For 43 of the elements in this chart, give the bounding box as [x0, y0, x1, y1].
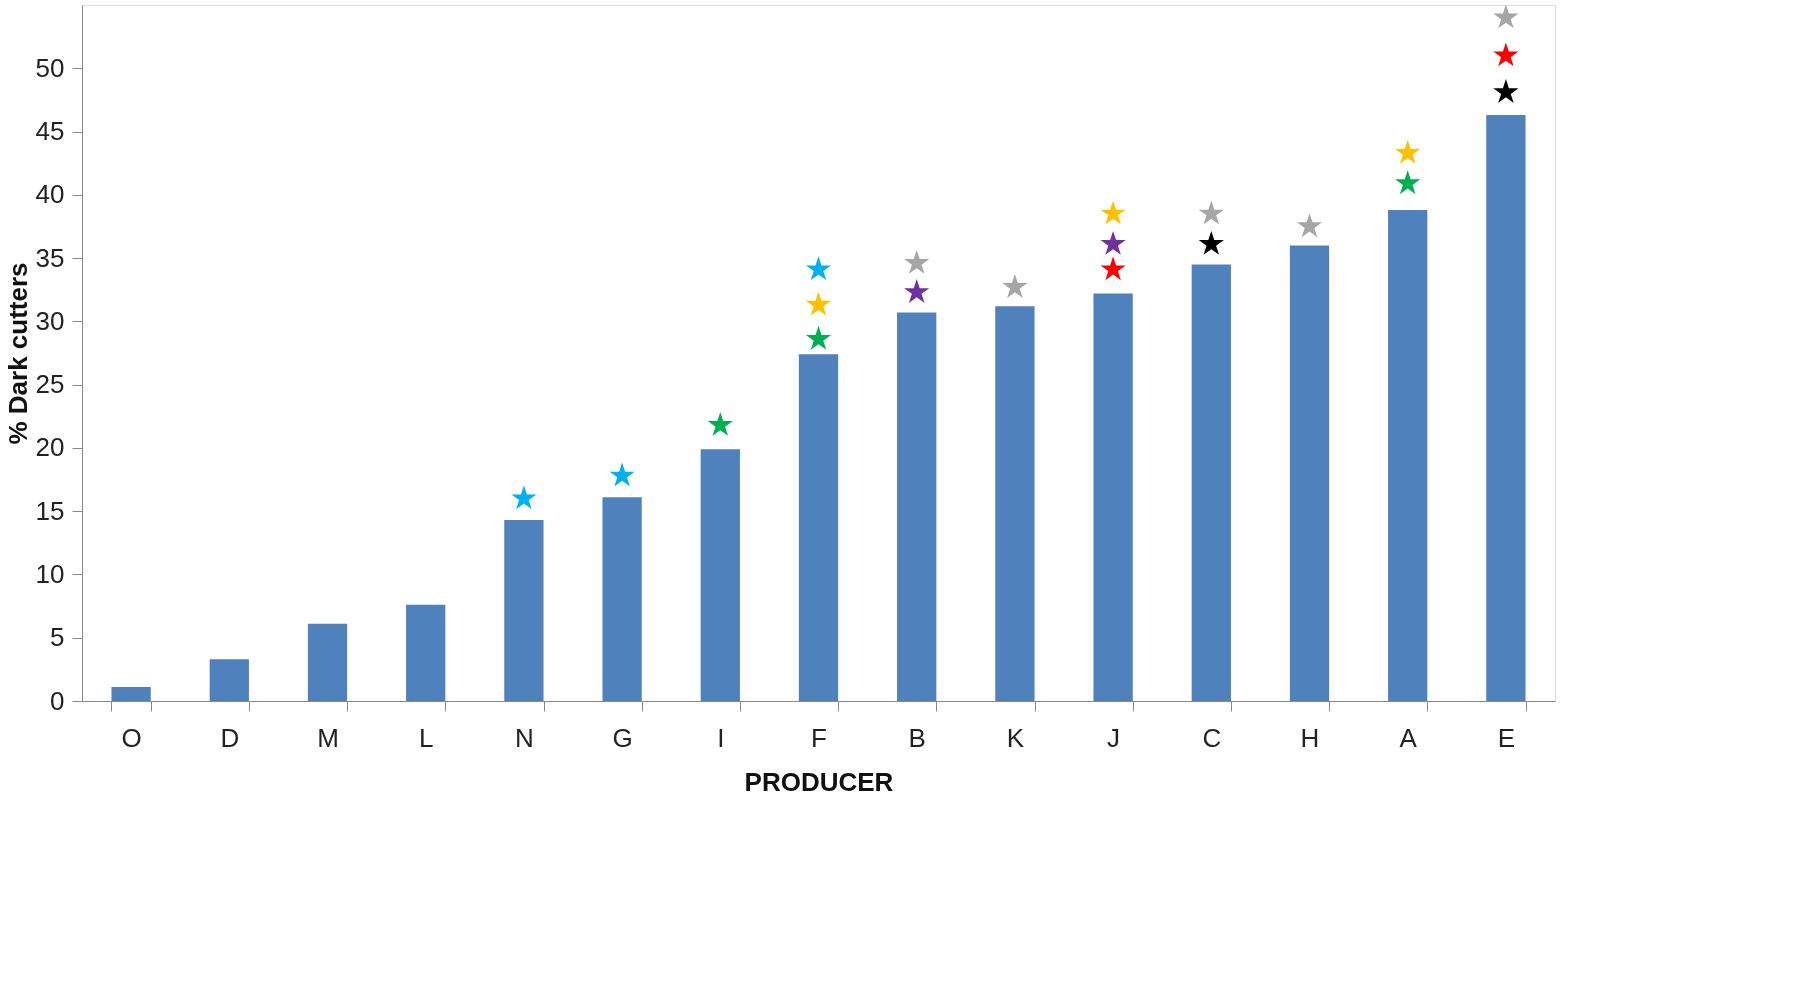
y-tick-label: 15 — [35, 495, 65, 526]
x-tick-label: D — [220, 722, 240, 753]
x-tick-label: M — [317, 722, 339, 753]
x-tick-label: O — [121, 722, 142, 753]
bar — [1486, 115, 1526, 701]
bar — [700, 449, 740, 701]
y-tick-label: 5 — [50, 622, 65, 653]
x-tick-label: C — [1202, 722, 1222, 753]
bar — [602, 497, 642, 701]
bar — [504, 520, 544, 701]
x-tick-label: N — [515, 722, 534, 753]
bar — [209, 659, 249, 701]
bar — [111, 687, 151, 701]
x-tick-label: L — [418, 722, 434, 753]
y-tick-label: 0 — [50, 685, 65, 716]
bar — [406, 604, 446, 701]
y-tick-label: 35 — [35, 242, 65, 273]
x-tick-label: E — [1497, 722, 1516, 753]
bar — [897, 312, 937, 701]
bar — [1191, 264, 1231, 701]
bar — [1388, 210, 1428, 701]
y-tick-label: 45 — [35, 116, 65, 147]
y-tick-label: 40 — [35, 179, 65, 210]
x-tick-label: G — [612, 722, 633, 753]
y-tick-label: 25 — [35, 369, 65, 400]
x-axis-title: PRODUCER — [744, 766, 894, 797]
y-tick-label: 20 — [35, 432, 65, 463]
y-tick-label: 10 — [35, 558, 65, 589]
y-tick-label: 30 — [35, 305, 65, 336]
x-tick-label: J — [1107, 722, 1121, 753]
x-tick-label: B — [908, 722, 926, 753]
y-axis-title: % Dark cutters — [2, 262, 33, 445]
bar — [995, 306, 1035, 701]
y-tick-label: 50 — [35, 52, 65, 83]
bar — [1289, 245, 1330, 701]
x-tick-label: K — [1006, 722, 1025, 753]
x-tick-label: A — [1399, 722, 1418, 753]
bar — [798, 354, 839, 701]
x-tick-label: H — [1300, 722, 1320, 753]
x-tick-label: I — [717, 722, 725, 753]
bar — [1093, 293, 1133, 701]
x-tick-label: F — [811, 722, 827, 753]
bar — [307, 623, 348, 701]
